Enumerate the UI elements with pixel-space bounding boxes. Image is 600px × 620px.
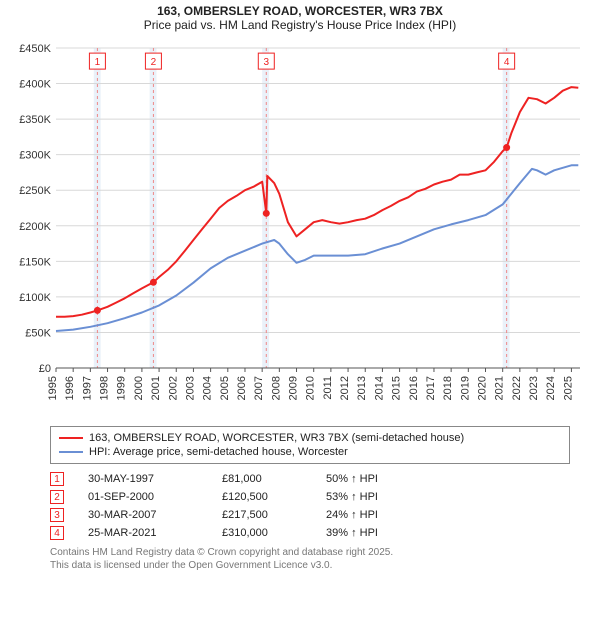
svg-text:2000: 2000 xyxy=(133,376,145,400)
svg-text:2021: 2021 xyxy=(494,376,506,400)
svg-text:2007: 2007 xyxy=(253,376,265,400)
svg-text:2023: 2023 xyxy=(528,376,540,400)
sales-marker-num: 1 xyxy=(50,472,64,486)
sales-row: 2 01-SEP-2000 £120,500 53% ↑ HPI xyxy=(50,488,570,506)
sales-price: £310,000 xyxy=(222,527,302,539)
svg-text:2010: 2010 xyxy=(305,376,317,400)
svg-text:1995: 1995 xyxy=(47,376,59,400)
sales-marker-num: 3 xyxy=(50,508,64,522)
svg-text:1: 1 xyxy=(95,57,101,68)
sales-row: 4 25-MAR-2021 £310,000 39% ↑ HPI xyxy=(50,524,570,542)
sales-delta: 50% ↑ HPI xyxy=(326,473,406,485)
sales-row: 3 30-MAR-2007 £217,500 24% ↑ HPI xyxy=(50,506,570,524)
svg-text:2014: 2014 xyxy=(373,376,385,400)
sales-row: 1 30-MAY-1997 £81,000 50% ↑ HPI xyxy=(50,470,570,488)
sales-table: 1 30-MAY-1997 £81,000 50% ↑ HPI 2 01-SEP-2000… xyxy=(50,470,570,542)
chart-svg: £0 £50K £100K £150K £200K £250K £300K £350K £400… xyxy=(10,38,590,418)
footnote-line1: Contains HM Land Registry data © Crown c… xyxy=(50,546,570,559)
svg-text:£350K: £350K xyxy=(19,114,51,126)
svg-text:£0: £0 xyxy=(39,363,51,375)
svg-text:2001: 2001 xyxy=(150,376,162,400)
sales-date: 25-MAR-2021 xyxy=(88,527,198,539)
svg-text:1998: 1998 xyxy=(99,376,111,400)
svg-text:2019: 2019 xyxy=(459,376,471,400)
svg-text:£300K: £300K xyxy=(19,150,51,162)
sales-date: 30-MAR-2007 xyxy=(88,509,198,521)
chart-container: 163, OMBERSLEY ROAD, WORCESTER, WR3 7BX … xyxy=(0,0,600,572)
svg-text:1996: 1996 xyxy=(64,376,76,400)
legend-row: 163, OMBERSLEY ROAD, WORCESTER, WR3 7BX … xyxy=(59,431,561,445)
svg-text:£450K: £450K xyxy=(19,43,51,55)
chart: £0 £50K £100K £150K £200K £250K £300K £350K £400… xyxy=(10,38,590,418)
svg-text:2025: 2025 xyxy=(562,376,574,400)
sales-date: 01-SEP-2000 xyxy=(88,491,198,503)
title-line1: 163, OMBERSLEY ROAD, WORCESTER, WR3 7BX xyxy=(0,0,600,18)
svg-text:2022: 2022 xyxy=(511,376,523,400)
svg-text:2008: 2008 xyxy=(270,376,282,400)
sales-date: 30-MAY-1997 xyxy=(88,473,198,485)
svg-text:3: 3 xyxy=(264,57,270,68)
title-line2: Price paid vs. HM Land Registry's House … xyxy=(0,18,600,38)
legend-swatch xyxy=(59,437,83,439)
svg-text:2024: 2024 xyxy=(545,376,557,400)
svg-text:2016: 2016 xyxy=(408,376,420,400)
sales-delta: 39% ↑ HPI xyxy=(326,527,406,539)
svg-text:2003: 2003 xyxy=(184,376,196,400)
sales-price: £81,000 xyxy=(222,473,302,485)
svg-text:2011: 2011 xyxy=(322,376,334,400)
svg-text:£100K: £100K xyxy=(19,292,51,304)
sales-price: £120,500 xyxy=(222,491,302,503)
svg-text:2: 2 xyxy=(151,57,157,68)
svg-text:2012: 2012 xyxy=(339,376,351,400)
svg-text:2020: 2020 xyxy=(477,376,489,400)
svg-text:£400K: £400K xyxy=(19,79,51,91)
svg-text:1997: 1997 xyxy=(81,376,93,400)
svg-text:2013: 2013 xyxy=(356,376,368,400)
footnote: Contains HM Land Registry data © Crown c… xyxy=(50,546,570,572)
sales-delta: 24% ↑ HPI xyxy=(326,509,406,521)
svg-text:2002: 2002 xyxy=(167,376,179,400)
footnote-line2: This data is licensed under the Open Gov… xyxy=(50,559,570,572)
svg-text:£200K: £200K xyxy=(19,221,51,233)
legend: 163, OMBERSLEY ROAD, WORCESTER, WR3 7BX … xyxy=(50,426,570,464)
sales-price: £217,500 xyxy=(222,509,302,521)
sales-delta: 53% ↑ HPI xyxy=(326,491,406,503)
legend-row: HPI: Average price, semi-detached house,… xyxy=(59,445,561,459)
svg-text:2004: 2004 xyxy=(202,376,214,400)
svg-text:£150K: £150K xyxy=(19,256,51,268)
legend-label: HPI: Average price, semi-detached house,… xyxy=(89,446,348,458)
legend-label: 163, OMBERSLEY ROAD, WORCESTER, WR3 7BX … xyxy=(89,432,464,444)
svg-text:2017: 2017 xyxy=(425,376,437,400)
svg-text:£250K: £250K xyxy=(19,185,51,197)
sales-marker-num: 4 xyxy=(50,526,64,540)
svg-text:2009: 2009 xyxy=(288,376,300,400)
sales-marker-num: 2 xyxy=(50,490,64,504)
svg-text:2006: 2006 xyxy=(236,376,248,400)
svg-text:2018: 2018 xyxy=(442,376,454,400)
svg-text:£50K: £50K xyxy=(25,327,51,339)
svg-text:2005: 2005 xyxy=(219,376,231,400)
legend-swatch xyxy=(59,451,83,453)
svg-text:1999: 1999 xyxy=(116,376,128,400)
svg-text:4: 4 xyxy=(504,57,510,68)
svg-text:2015: 2015 xyxy=(391,376,403,400)
